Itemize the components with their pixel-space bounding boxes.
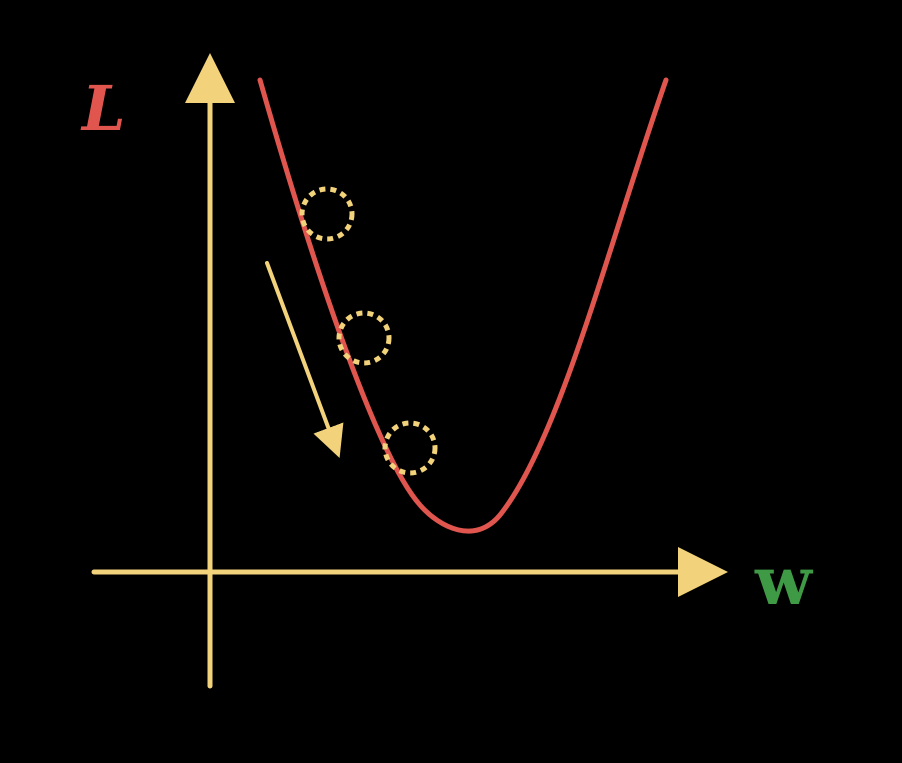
loss-curve xyxy=(257,77,669,534)
ball-1 xyxy=(299,186,355,242)
x-axis-label: w xyxy=(754,542,814,620)
y-axis-label: L xyxy=(80,72,126,145)
descent-arrow xyxy=(265,261,344,458)
ball-3 xyxy=(382,420,438,476)
ball-2 xyxy=(336,310,392,366)
